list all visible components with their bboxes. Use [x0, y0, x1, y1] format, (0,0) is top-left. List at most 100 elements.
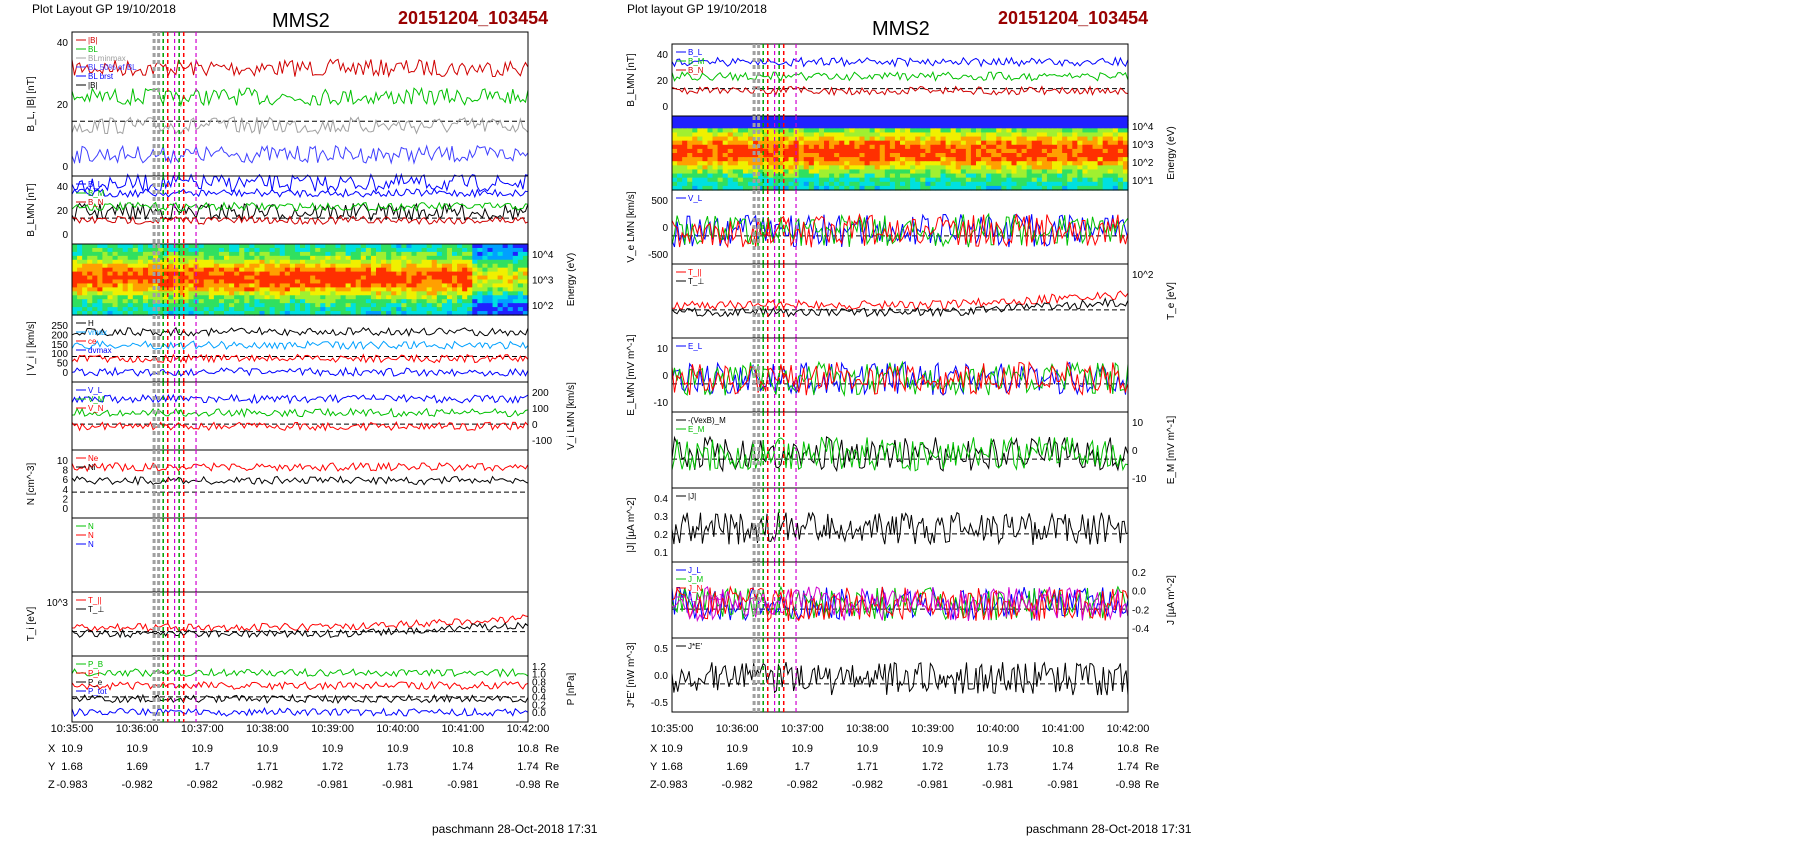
chart1-spec-cell — [1067, 173, 1073, 179]
chart0-spec-cell — [517, 259, 524, 265]
chart0-bl-legend-label: BL brst — [88, 72, 114, 81]
chart0-spec-cell — [416, 244, 423, 249]
chart0-spec-cell — [92, 271, 98, 277]
chart0-spec-cell — [249, 263, 255, 269]
chart1-spec-cell — [783, 136, 790, 142]
chart0-spec-cell — [82, 255, 88, 261]
chart0-spec-cell — [82, 303, 88, 308]
chart0-spec-cell — [279, 307, 286, 312]
chart0-spec-cell — [386, 307, 392, 312]
chart1-spec-cell — [935, 120, 942, 125]
chart1-blmn-ytick-label: 0 — [662, 102, 668, 113]
chart0-spec-cell — [467, 263, 473, 269]
chart0-spec-cell — [127, 259, 134, 265]
chart0-vi-legend-label: dvmax — [88, 346, 112, 355]
chart0-spec-cell — [411, 255, 418, 261]
chart0-spec-cell — [153, 275, 159, 281]
chart0-spec-cell — [259, 279, 266, 285]
chart1-spec-cell — [717, 165, 724, 171]
chart0-spec-cell — [497, 259, 504, 265]
chart0-spec-cell — [284, 307, 291, 312]
chart0-spec-cell — [315, 251, 321, 257]
chart0-spec-cell — [492, 244, 499, 249]
chart0-spec-cell — [269, 291, 276, 296]
chart0-spec-cell — [117, 299, 124, 304]
chart0-spec-cell — [224, 279, 230, 285]
chart0-spec-cell — [522, 244, 529, 249]
chart1-spec-cell — [778, 116, 785, 121]
chart1-spec-cell — [753, 181, 759, 187]
chart0-spec-cell — [132, 244, 139, 249]
chart0-spec-cell — [163, 244, 169, 249]
chart0-blmn-series-line — [71, 201, 529, 212]
chart0-spec-cell — [462, 263, 468, 269]
chart0-spec-cell — [381, 283, 387, 288]
chart1-spec-cell — [753, 169, 759, 175]
chart0-spec-cell — [82, 311, 88, 316]
chart1-spec-cell — [742, 161, 749, 166]
chart1-spec-cell — [1031, 116, 1038, 121]
chart1-spec-cell — [1112, 177, 1119, 183]
chart0-spec-cell — [259, 255, 266, 261]
chart0-spec-cell — [137, 311, 144, 316]
chart0-spec-cell — [381, 263, 387, 269]
chart0-spec-cell — [391, 295, 397, 300]
chart0-spec-cell — [391, 255, 397, 261]
chart0-spec-cell — [452, 244, 458, 249]
chart1-spec-cell — [915, 165, 921, 171]
chart0-spec-cell — [360, 311, 367, 316]
chart0-spec-cell — [517, 275, 524, 281]
chart1-spec-cell — [1057, 144, 1063, 150]
chart1-spec-cell — [889, 144, 896, 150]
chart1-spec-cell — [900, 120, 906, 125]
chart0-spec-cell — [269, 244, 276, 249]
chart0-spec-cell — [467, 283, 473, 288]
chart0-spec-cell — [487, 307, 494, 312]
chart0-spec-cell — [289, 259, 296, 265]
chart1-blmn-legend-label: B_N — [688, 66, 704, 75]
chart0-spec-cell — [173, 279, 179, 285]
chart0-spec-cell — [325, 307, 331, 312]
chart0-spec-cell — [198, 291, 205, 296]
chart0-spec-cell — [315, 299, 321, 304]
chart0-spec-cell — [249, 247, 255, 253]
chart1-spec-cell — [1112, 153, 1119, 158]
chart0-spec-cell — [482, 307, 489, 312]
chart0-spec-cell — [117, 255, 124, 261]
chart1-spec-cell — [940, 153, 947, 158]
chart1-spec-cell — [788, 136, 795, 142]
chart0-spec-cell — [132, 299, 139, 304]
chart1-spec-cell — [970, 132, 977, 138]
chart1-spec-cell — [727, 116, 734, 121]
chart1-spec-cell — [798, 153, 805, 158]
chart0-spec-cell — [183, 307, 190, 312]
chart0-vilmn-ytick-label: 200 — [532, 388, 549, 399]
chart1-spec-cell — [1036, 132, 1043, 138]
chart1-spec-cell — [965, 144, 972, 150]
chart0-spec-cell — [173, 267, 179, 273]
chart0-spec-cell — [137, 303, 144, 308]
chart1-spec-cell — [950, 144, 957, 150]
chart1-spec-cell — [894, 181, 901, 187]
chart0-spec-cell — [396, 287, 402, 292]
chart1-spec-cell — [1087, 153, 1094, 158]
chart0-spec-cell — [213, 279, 220, 285]
chart0-spec-cell — [229, 287, 235, 292]
chart0-spec-cell — [421, 283, 428, 288]
chart1-spec-cell — [1102, 165, 1109, 171]
chart0-orbit-label: Y — [48, 761, 56, 773]
chart0-spec-cell — [320, 263, 326, 269]
chart0-spec-cell — [512, 295, 519, 300]
chart1-spec-cell — [940, 140, 947, 146]
chart0-spec-cell — [203, 287, 210, 292]
chart0-spec-cell — [381, 244, 387, 249]
chart1-spec-cell — [682, 148, 688, 154]
chart0-spec-cell — [406, 299, 413, 304]
chart0-spec-cell — [452, 303, 458, 308]
chart1-spec-cell — [925, 169, 931, 175]
chart0-spec-cell — [122, 244, 129, 249]
chart0-spec-cell — [300, 279, 306, 285]
chart0-spec-cell — [396, 263, 402, 269]
chart0-spec-cell — [163, 307, 169, 312]
